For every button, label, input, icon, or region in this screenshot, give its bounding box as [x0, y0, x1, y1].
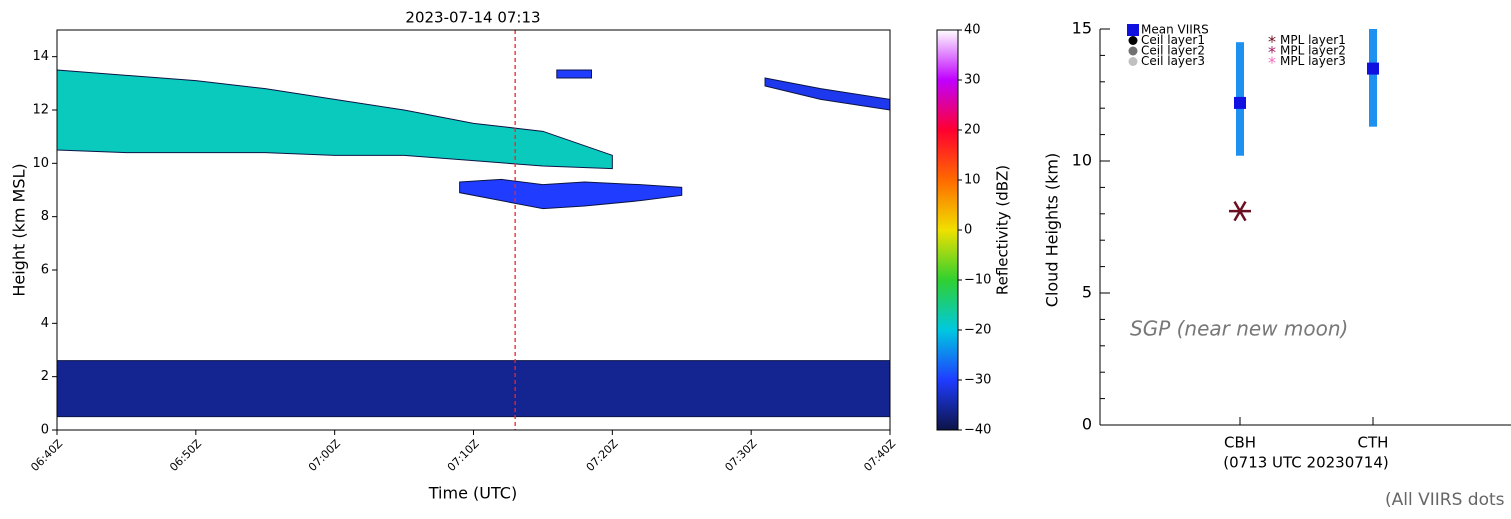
x-axis-title: Time (UTC)	[428, 484, 517, 503]
legend-label: MPL layer3	[1280, 54, 1346, 68]
legend-label: Mean VIIRS	[1141, 23, 1209, 37]
legend-swatch: *	[1268, 32, 1276, 51]
x-tick-label: 07:00Z	[306, 437, 343, 474]
annotation: SGP (near new moon)	[1130, 317, 1348, 341]
y-tick-label: 0	[1082, 415, 1092, 434]
x-tick-label: 07:20Z	[584, 437, 621, 474]
legend-swatch	[1128, 46, 1138, 56]
x-tick-label: CBH	[1224, 434, 1256, 452]
echo	[57, 69, 613, 170]
y-tick-label: 4	[41, 316, 49, 331]
y-tick-label: 12	[32, 103, 49, 118]
y-tick-label: 8	[41, 209, 49, 224]
x-tick-label: 06:40Z	[28, 437, 65, 474]
echo	[556, 69, 593, 79]
legend-label: MPL layer1	[1280, 33, 1346, 47]
colorbar-title: Reflectivity (dBZ)	[994, 165, 1012, 295]
star-arm	[1233, 201, 1247, 222]
echo	[57, 360, 890, 418]
y-tick-label: 5	[1082, 283, 1092, 302]
colorbar-tick-label: 20	[964, 123, 981, 138]
y-tick-label: 0	[41, 423, 49, 438]
echo	[764, 77, 890, 111]
colorbar-tick-label: 40	[964, 23, 981, 38]
legend-swatch: *	[1268, 53, 1276, 72]
note: (All VIIRS dots in +- 3 min/10 km)	[1385, 490, 1511, 510]
y-tick-label: 14	[32, 49, 49, 64]
y-tick-label: 2	[41, 369, 49, 384]
y-tick-label: 6	[41, 263, 49, 278]
echo	[459, 178, 683, 210]
x-axis-title: (0713 UTC 20230714)	[1223, 454, 1389, 472]
plot-area	[57, 69, 890, 418]
x-tick-label: 07:10Z	[445, 437, 482, 474]
x-tick-label: 06:50Z	[167, 437, 204, 474]
legend-swatch	[1128, 57, 1138, 66]
colorbar-tick-label: −20	[964, 323, 991, 338]
y-tick-label: 10	[1072, 151, 1092, 170]
colorbar-tick-label: 30	[964, 73, 981, 88]
legend-label: Ceil layer3	[1141, 54, 1205, 68]
legend-swatch: *	[1268, 43, 1276, 62]
colorbar-tick-label: −40	[964, 423, 991, 438]
legend-label: MPL layer2	[1280, 44, 1346, 58]
mean-marker	[1367, 62, 1379, 75]
legend-swatch	[1128, 36, 1138, 45]
colorbar-tick-label: −10	[964, 273, 991, 288]
y-tick-label: 15	[1072, 19, 1092, 38]
legend-label: Ceil layer2	[1141, 44, 1205, 58]
y-axis-title: Height (km MSL)	[10, 163, 29, 296]
colorbar	[936, 29, 959, 431]
y-tick-label: 10	[32, 156, 49, 171]
colorbar-tick-label: 10	[964, 173, 981, 188]
y-axis-title: Cloud Heights (km)	[1043, 153, 1062, 307]
colorbar-tick-label: 0	[964, 223, 972, 238]
chart-title: 2023-07-14 07:13	[405, 9, 540, 27]
colorbar-tick-label: −30	[964, 373, 991, 388]
x-tick-label: 07:30Z	[722, 437, 759, 474]
x-tick-label: 07:40Z	[861, 437, 898, 474]
x-tick-label: CTH	[1358, 434, 1389, 452]
legend-swatch	[1127, 24, 1139, 36]
legend-label: Ceil layer1	[1141, 33, 1205, 47]
mean-marker	[1234, 96, 1246, 109]
star-marker	[1229, 201, 1251, 222]
range-bar	[1369, 29, 1377, 127]
